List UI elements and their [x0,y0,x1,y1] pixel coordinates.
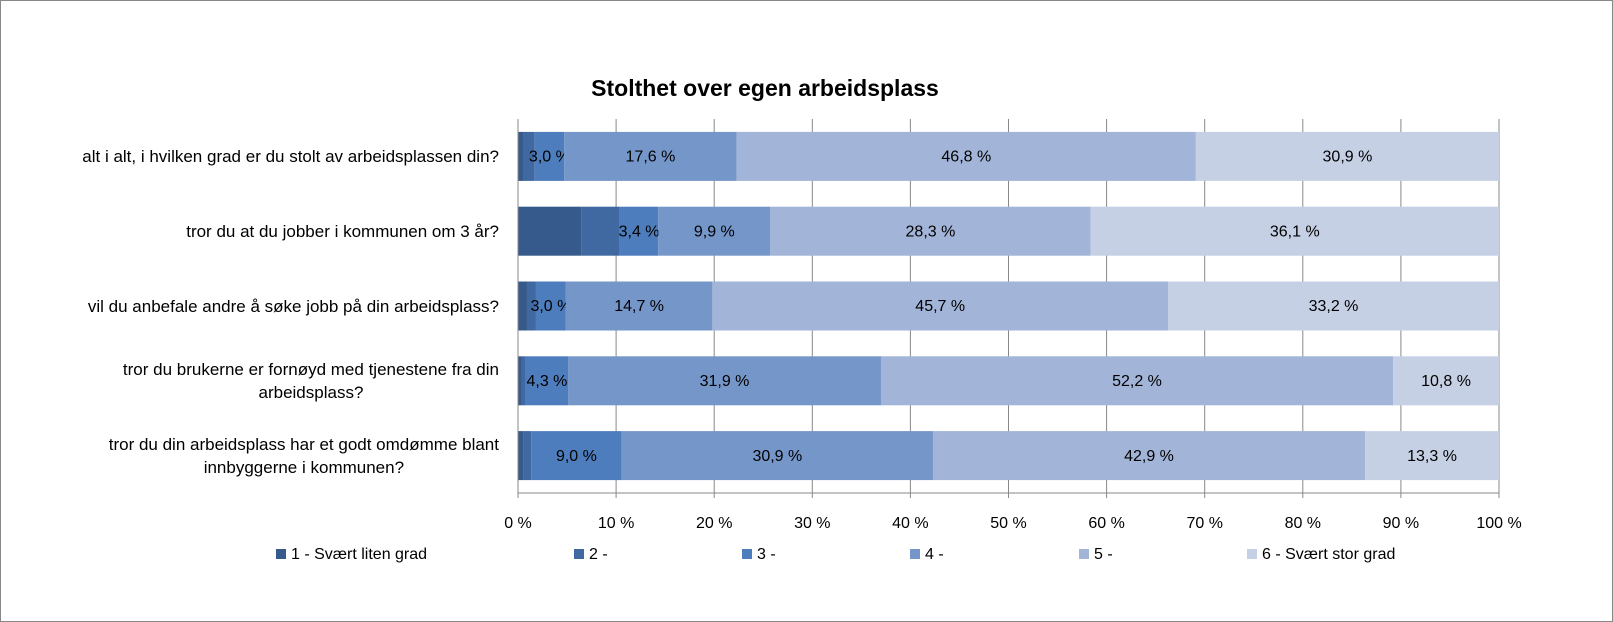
x-tick-label: 90 % [1383,515,1419,532]
chart-title: Stolthet over egen arbeidsplass [591,75,939,101]
bar-segment [518,281,527,331]
category-label-box: tror du din arbeidsplass har et godt omd… [1,431,499,481]
data-label: 3,0 % [530,298,571,315]
category-label-box: vil du anbefale andre å søke jobb på din… [1,281,499,331]
bar-segment [535,281,566,331]
data-label: 28,3 % [906,223,956,240]
y-tick-label: tror du din arbeidsplass har et godt omd… [108,434,499,477]
bar-segment [521,356,526,406]
data-label: 10,8 % [1421,373,1471,390]
y-tick-label: alt i alt, i hvilken grad er du stolt av… [82,146,499,166]
bar-segment [1365,431,1499,481]
legend-swatch [1079,549,1089,559]
data-label: 30,9 % [1323,149,1373,166]
data-label: 9,9 % [694,223,735,240]
bar-segment [1393,356,1499,406]
data-label: 9,0 % [556,448,597,465]
bar-segment [568,356,881,406]
data-label: 42,9 % [1124,448,1174,465]
data-label: 36,1 % [1270,223,1320,240]
x-tick-label: 40 % [892,515,928,532]
y-tick-label: vil du anbefale andre å søke jobb på din… [87,296,499,316]
data-label: 17,6 % [626,149,676,166]
data-label: 3,0 % [529,149,570,166]
bar-segment [621,431,933,481]
bar-segment [932,431,1366,481]
x-tick-label: 10 % [598,515,634,532]
bar-segment [565,281,713,331]
legend-label: 5 - [1094,546,1113,563]
x-tick-label: 100 % [1476,515,1521,532]
bar-segment [770,206,1091,256]
data-label: 30,9 % [752,448,802,465]
bar-segment [581,206,620,256]
bar-segment [518,206,582,256]
y-tick-label: tror du brukerne er fornøyd med tjeneste… [122,359,499,402]
legend-swatch [276,549,286,559]
bar-segment [518,131,524,181]
data-label: 52,2 % [1112,373,1162,390]
bar-segment [534,131,565,181]
bar-segment [523,431,532,481]
x-tick-label: 20 % [696,515,732,532]
data-label: 46,8 % [941,149,991,166]
bar-segment [712,281,1169,331]
legend-label: 6 - Svært stor grad [1262,546,1395,563]
data-label: 33,2 % [1309,298,1359,315]
bar-segment [518,431,524,481]
bar-segment [658,206,771,256]
x-tick-label: 50 % [990,515,1026,532]
x-tick-label: 30 % [794,515,830,532]
bar-segment [880,356,1394,406]
legend-swatch [574,549,584,559]
bar-segment [619,206,659,256]
bar-segment [525,356,569,406]
category-label-box: alt i alt, i hvilken grad er du stolt av… [1,131,499,181]
data-label: 14,7 % [614,298,664,315]
x-tick-label: 60 % [1088,515,1124,532]
legend-swatch [1247,549,1257,559]
data-label: 13,3 % [1407,448,1457,465]
legend-label: 2 - [589,546,608,563]
legend-label: 1 - Svært liten grad [291,546,427,563]
bar-segment [518,356,522,406]
category-label-box: tror du at du jobber i kommunen om 3 år? [1,206,499,256]
data-label: 4,3 % [526,373,567,390]
bar-segment [1090,206,1499,256]
bar-segment [531,431,622,481]
data-label: 31,9 % [700,373,750,390]
bar-segment [1168,281,1499,331]
x-tick-label: 80 % [1285,515,1321,532]
legend-swatch [742,549,752,559]
y-tick-label: tror du at du jobber i kommunen om 3 år? [186,221,499,241]
x-tick-label: 70 % [1186,515,1222,532]
legend-label: 3 - [757,546,776,563]
data-label: 3,4 % [619,223,660,240]
bar-segment [736,131,1196,181]
bar-segment [526,281,536,331]
bar-segment [1195,131,1499,181]
data-label: 45,7 % [915,298,965,315]
bar-segment [564,131,737,181]
x-tick-label: 0 % [504,515,532,532]
category-label-box: tror du brukerne er fornøyd med tjeneste… [1,356,499,406]
legend-label: 4 - [925,546,944,563]
bar-segment [523,131,535,181]
legend-swatch [910,549,920,559]
